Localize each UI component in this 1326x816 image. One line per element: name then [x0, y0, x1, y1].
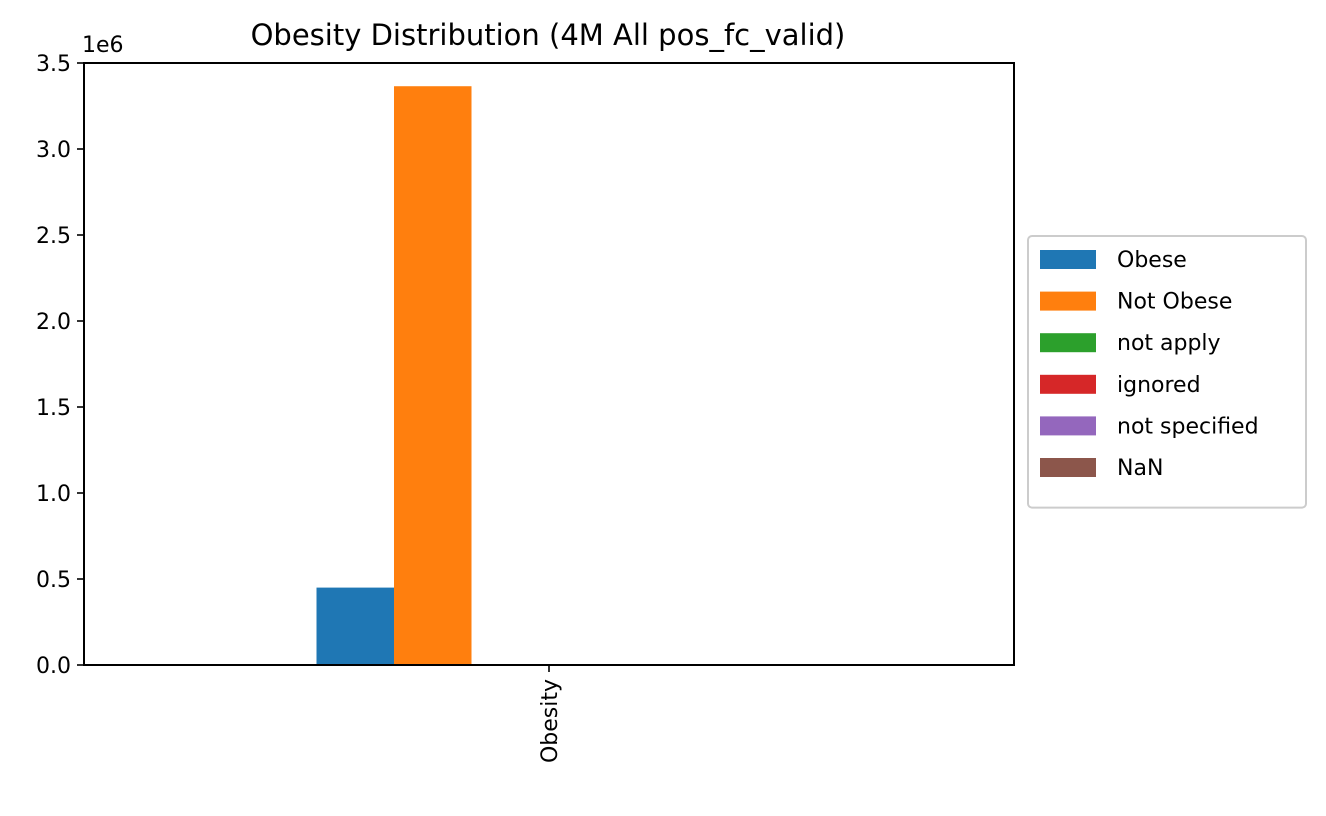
legend-swatch	[1040, 291, 1096, 311]
legend-swatch	[1040, 250, 1096, 269]
x-tick-label: Obesity	[538, 679, 563, 763]
bar	[316, 587, 394, 665]
y-tick-label: 2.0	[36, 310, 71, 335]
legend-frame	[1027, 235, 1307, 509]
legend-label: Obese	[1117, 248, 1187, 273]
legend-label: Not Obese	[1117, 290, 1232, 315]
legend: Obese Not Obese not apply ignored not specif…	[1027, 235, 1307, 509]
y-tick-label: 2.5	[36, 224, 71, 249]
y-tick-label: 0.0	[36, 654, 71, 679]
plot-area-frame	[83, 62, 1015, 666]
bar	[394, 86, 472, 666]
y-tick-label: 1.5	[36, 396, 71, 421]
legend-swatch	[1040, 333, 1096, 353]
legend-label: not apply	[1117, 331, 1221, 356]
y-axis-offset-label: 1e6	[82, 33, 124, 58]
legend-label: ignored	[1117, 373, 1201, 398]
y-tick-label: 3.5	[36, 52, 71, 77]
legend-label: not specified	[1117, 414, 1259, 439]
chart-title: Obesity Distribution (4M All pos_fc_vali…	[251, 18, 846, 52]
legend-swatch	[1040, 416, 1096, 436]
x-axis: Obesity	[538, 665, 563, 763]
y-tick-label: 1.0	[36, 482, 71, 507]
legend-swatch	[1040, 374, 1096, 394]
legend-swatch	[1040, 458, 1096, 477]
legend-label: NaN	[1117, 456, 1163, 481]
y-tick-label: 0.5	[36, 568, 71, 593]
y-tick-label: 3.0	[36, 138, 71, 163]
bars-layer	[316, 86, 472, 666]
y-axis: 0.0 0.5 1.0 1.5 2.0 2.5 3.0 3.5	[36, 52, 84, 679]
